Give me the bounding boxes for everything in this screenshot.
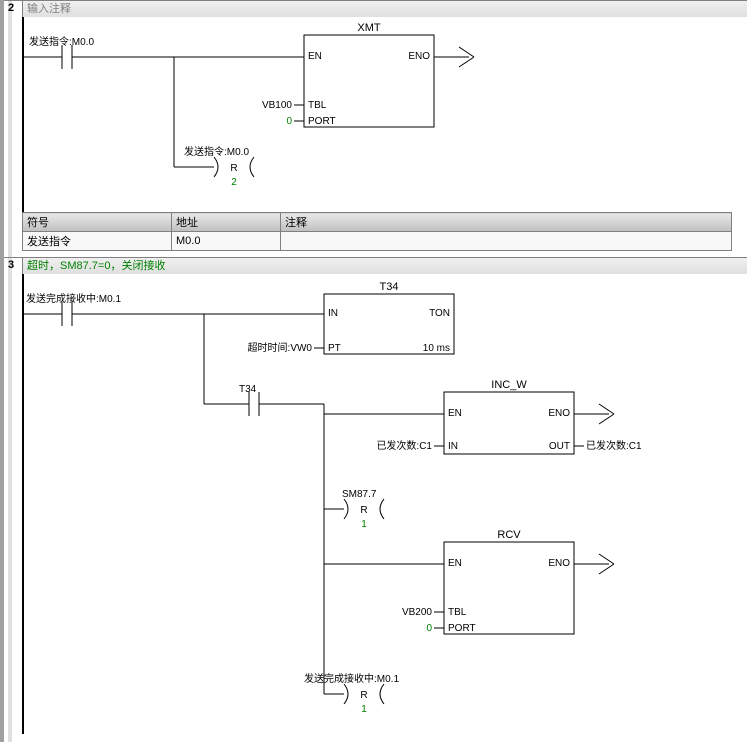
rcv-name: RCV bbox=[497, 529, 521, 541]
rung-area-3: 发送完成接收中:M0.1 T34 IN TON 超时时间:VW0 PT 10 m… bbox=[22, 274, 747, 734]
reset1-count: 1 bbox=[361, 519, 367, 530]
timer-name: T34 bbox=[380, 281, 399, 293]
svg-text:TBL: TBL bbox=[448, 607, 467, 618]
rung-svg-3: 发送完成接收中:M0.1 T34 IN TON 超时时间:VW0 PT 10 m… bbox=[24, 274, 744, 734]
sym-cell bbox=[281, 232, 732, 251]
contact-t34-label: T34 bbox=[239, 384, 257, 395]
sym-cell: M0.0 bbox=[172, 232, 281, 251]
network-number: 3 bbox=[2, 259, 20, 271]
rcv-port-val: 0 bbox=[426, 623, 432, 634]
incw-name: INC_W bbox=[491, 379, 527, 391]
xmt-eno: ENO bbox=[408, 51, 430, 62]
xmt-tbl: TBL bbox=[308, 100, 327, 111]
ladder-container: 2 输入注释 发送指令:M0.0 XMT EN ENO bbox=[0, 0, 747, 742]
svg-text:ENO: ENO bbox=[548, 408, 570, 419]
reset-coil-count: 2 bbox=[231, 177, 237, 188]
timer-pt-val: 超时时间:VW0 bbox=[248, 341, 313, 354]
sym-hdr-comment: 注释 bbox=[281, 213, 732, 232]
rung-svg-2: 发送指令:M0.0 XMT EN ENO VB100 TBL 0 bbox=[24, 17, 744, 212]
sym-hdr-symbol: 符号 bbox=[23, 213, 172, 232]
reset1-label: SM87.7 bbox=[342, 489, 377, 500]
svg-text:OUT: OUT bbox=[549, 441, 570, 452]
incw-out-val: 已发次数:C1 bbox=[586, 439, 642, 452]
reset-coil-label: 发送指令:M0.0 bbox=[184, 145, 249, 158]
timer-pt: PT bbox=[328, 343, 341, 354]
xmt-name: XMT bbox=[357, 22, 381, 34]
xmt-port: PORT bbox=[308, 116, 336, 127]
timer-tb: 10 ms bbox=[423, 343, 450, 354]
xmt-en: EN bbox=[308, 51, 322, 62]
xmt-tbl-val: VB100 bbox=[262, 100, 292, 111]
timer-in: IN bbox=[328, 308, 338, 319]
reset2-count: 1 bbox=[361, 704, 367, 715]
network-2: 2 输入注释 发送指令:M0.0 XMT EN ENO bbox=[4, 0, 747, 251]
timer-type: TON bbox=[429, 308, 450, 319]
svg-text:PORT: PORT bbox=[448, 623, 476, 634]
svg-text:EN: EN bbox=[448, 408, 462, 419]
reset1-type: R bbox=[360, 505, 367, 516]
incw-in-val: 已发次数:C1 bbox=[376, 439, 432, 452]
rcv-tbl-val: VB200 bbox=[402, 607, 432, 618]
contact-label: 发送完成接收中:M0.1 bbox=[26, 292, 121, 305]
svg-text:EN: EN bbox=[448, 558, 462, 569]
reset-coil-type: R bbox=[230, 163, 237, 174]
reset2-label: 发送完成接收中:M0.1 bbox=[304, 672, 399, 685]
xmt-port-val: 0 bbox=[286, 116, 292, 127]
sym-hdr-addr: 地址 bbox=[172, 213, 281, 232]
symbol-table: 符号 地址 注释 发送指令 M0.0 bbox=[22, 212, 732, 251]
sym-cell: 发送指令 bbox=[23, 232, 172, 251]
network-3: 3 超时，SM87.7=0，关闭接收 发送完成接收中:M0.1 T34 IN T… bbox=[4, 257, 747, 734]
svg-text:IN: IN bbox=[448, 441, 458, 452]
network-title[interactable]: 超时，SM87.7=0，关闭接收 bbox=[22, 258, 747, 274]
rung-area-2: 发送指令:M0.0 XMT EN ENO VB100 TBL 0 bbox=[22, 17, 747, 212]
xmt-block[interactable] bbox=[304, 35, 434, 127]
svg-text:ENO: ENO bbox=[548, 558, 570, 569]
network-title[interactable]: 输入注释 bbox=[22, 1, 747, 17]
reset2-type: R bbox=[360, 690, 367, 701]
rcv-block[interactable] bbox=[444, 542, 574, 634]
table-row[interactable]: 发送指令 M0.0 bbox=[23, 232, 732, 251]
network-number: 2 bbox=[2, 2, 20, 14]
